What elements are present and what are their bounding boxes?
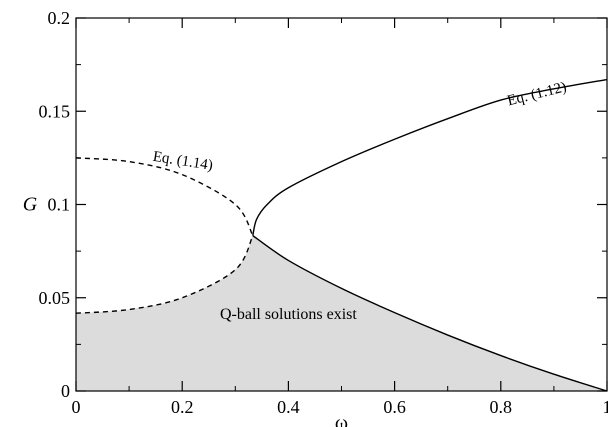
x-tick-label-0: 0 bbox=[72, 397, 81, 417]
tick-layer: 0 0.2 0.4 0.6 0.8 1 0 0.05 0.1 0.15 0.2 bbox=[39, 8, 608, 417]
shaded-region bbox=[76, 235, 607, 391]
x-axis-label: ω bbox=[335, 412, 348, 427]
series-line-1 bbox=[252, 78, 608, 236]
x-tick-label-4: 0.8 bbox=[490, 397, 513, 417]
series-layer bbox=[75, 78, 608, 392]
y-tick-label-2: 0.1 bbox=[48, 195, 71, 215]
x-tick-label-5: 1 bbox=[603, 397, 608, 417]
y-tick-label-3: 0.15 bbox=[39, 101, 71, 121]
series-line-3 bbox=[75, 157, 254, 236]
series-line-2 bbox=[252, 235, 608, 392]
annotation-3: Q-ball solutions exist bbox=[220, 306, 357, 323]
series-line-4 bbox=[75, 235, 254, 314]
y-axis-label: G bbox=[23, 194, 38, 216]
y-tick-label-4: 0.2 bbox=[48, 8, 71, 28]
annotation-1: Eq. (1.12) bbox=[506, 79, 568, 109]
y-tick-label-1: 0.05 bbox=[39, 288, 71, 308]
x-tick-label-1: 0.2 bbox=[171, 397, 194, 417]
y-tick-label-0: 0 bbox=[61, 381, 70, 401]
shaded-region-layer bbox=[76, 235, 607, 391]
x-tick-label-2: 0.4 bbox=[277, 397, 300, 417]
x-tick-label-3: 0.6 bbox=[383, 397, 406, 417]
annotation-2: Eq. (1.14) bbox=[152, 149, 214, 174]
